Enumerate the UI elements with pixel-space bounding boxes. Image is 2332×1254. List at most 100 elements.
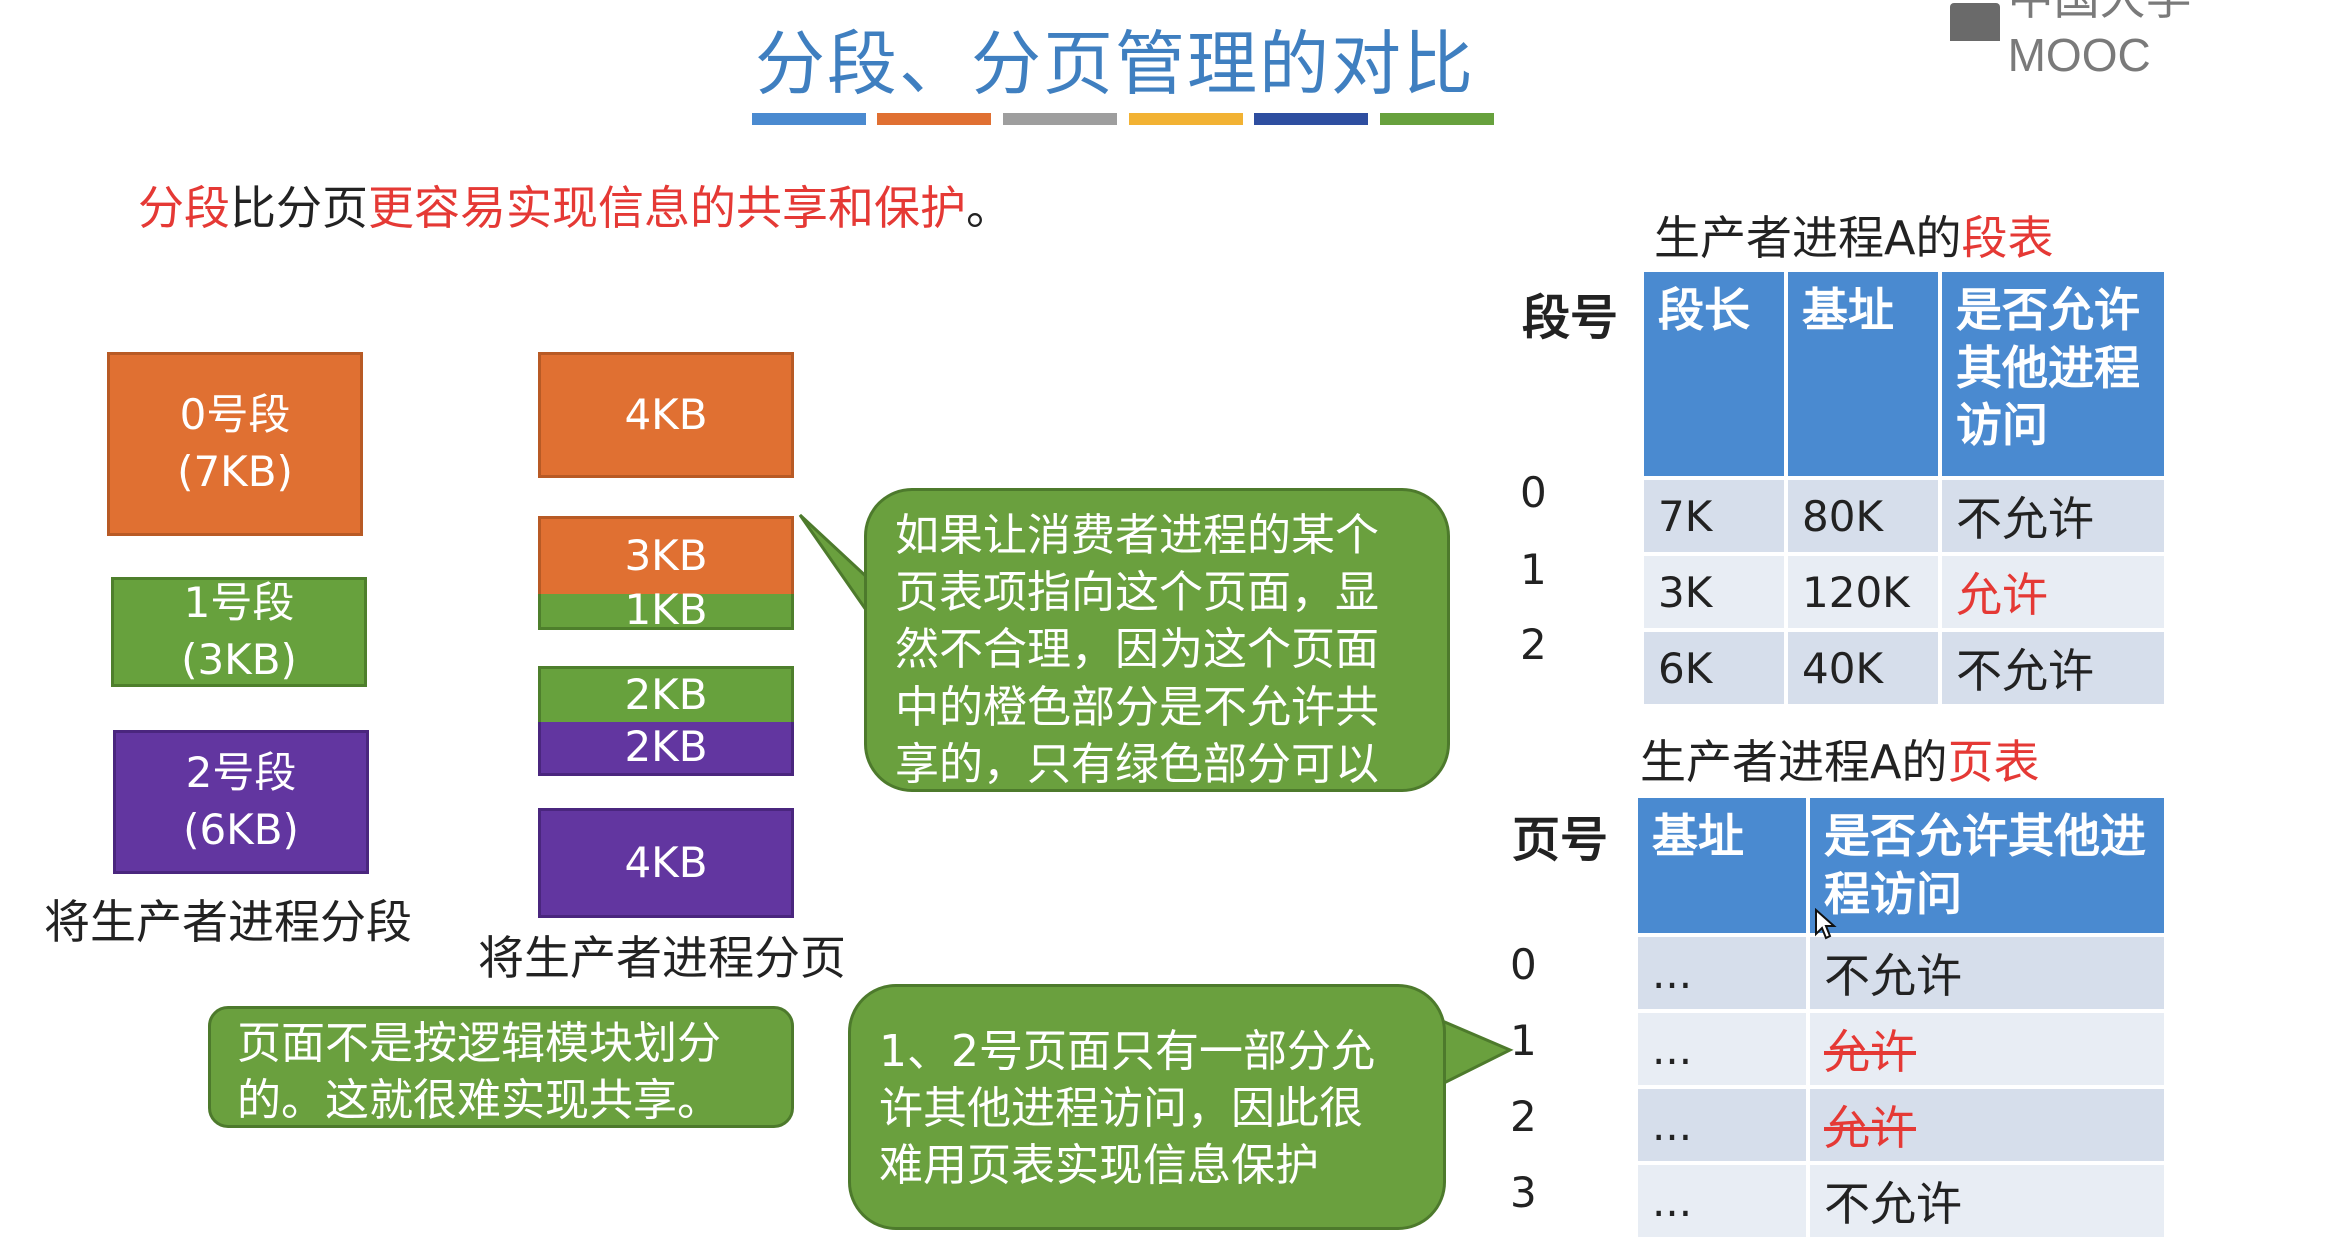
callout-line: 难用页表实现信息保护 <box>879 1140 1319 1192</box>
segment-length-cell: 3K <box>1644 556 1784 628</box>
callout-line: 许其他进程访问，因此很 <box>879 1083 1363 1135</box>
page-size: 4KB <box>624 837 708 887</box>
table-label-suffix: 段表 <box>1961 211 2054 265</box>
base-address-header: 基址 <box>1638 798 1806 933</box>
table-row: ... 允许 <box>1638 1089 2164 1161</box>
allow-access-cell: 允许 <box>1942 556 2164 628</box>
callout-protect-tail <box>1438 1017 1514 1088</box>
callout-line: 然不合理，因为这个页面 <box>895 624 1379 676</box>
segment-1-block: 1号段 (3KB) <box>111 577 367 687</box>
page-number-header: 页号 <box>1512 812 1609 868</box>
callout-consumer-process: 如果让消费者进程的某个 页表项指向这个页面，显 然不合理，因为这个页面 中的橙色… <box>864 488 1450 792</box>
base-address-cell: ... <box>1638 937 1806 1009</box>
mooc-logo[interactable]: 中国大学MOOC <box>1950 0 2332 81</box>
segment-length-cell: 7K <box>1644 480 1784 552</box>
base-address-cell: 120K <box>1788 556 1938 628</box>
color-bar-segment <box>1003 113 1117 125</box>
page-2-purple-part: 2KB <box>538 722 794 776</box>
logo-text: 中国大学MOOC <box>2007 0 2192 81</box>
base-address-cell: ... <box>1638 1013 1806 1085</box>
segment-name: 0号段 <box>179 390 291 440</box>
callout-line: 页面不是按逻辑模块划分 <box>237 1018 721 1069</box>
callout-protection: 1、2号页面只有一部分允 许其他进程访问，因此很 难用页表实现信息保护 <box>848 984 1446 1230</box>
callout-line: 享的，只有绿色部分可以 <box>895 738 1379 790</box>
color-bar-segment <box>1254 113 1368 125</box>
base-address-cell: 80K <box>1788 480 1938 552</box>
page-size: 4KB <box>624 389 708 439</box>
color-bar-segment <box>1129 113 1243 125</box>
callout-line: 1、2号页面只有一部分允 <box>879 1026 1375 1077</box>
page-size: 1KB <box>624 585 708 635</box>
base-address-cell: ... <box>1638 1089 1806 1161</box>
page-table: 基址 是否允许其他进程访问 ... 不允许 ... 允许 ... 允许 ... … <box>1634 794 2168 1241</box>
segment-2-block: 2号段 (6KB) <box>113 730 369 874</box>
page-size: 2KB <box>624 670 708 720</box>
allow-access-cell: 不允许 <box>1942 480 2164 552</box>
intro-part: 。 <box>966 181 1012 235</box>
segment-0-block: 0号段 (7KB) <box>107 352 363 536</box>
page-caption: 将生产者进程分页 <box>478 931 846 985</box>
segment-size: (3KB) <box>181 635 297 684</box>
callout-line: 的。这就很难实现共享。 <box>237 1075 721 1127</box>
intro-part: 比分页 <box>230 181 368 235</box>
callout-line: 页表项指向这个页面，显 <box>895 567 1379 619</box>
table-label-prefix: 生产者进程A的 <box>1654 211 1962 265</box>
page-size: 2KB <box>624 722 708 772</box>
color-bar-segment <box>1380 113 1494 125</box>
intro-part: 分段 <box>138 181 230 235</box>
page-size: 3KB <box>624 531 708 581</box>
table-row: ... 不允许 <box>1638 937 2164 1009</box>
table-row: 6K 40K 不允许 <box>1644 632 2164 704</box>
segment-row-number: 2 <box>1520 620 1547 669</box>
table-row: ... 允许 <box>1638 1013 2164 1085</box>
allow-access-header: 是否允许其他进程访问 <box>1810 798 2164 933</box>
segment-size: (7KB) <box>177 447 293 496</box>
segment-size: (6KB) <box>183 805 299 854</box>
segment-table: 段长 基址 是否允许其他进程访问 7K 80K 不允许 3K 120K 允许 6… <box>1640 268 2168 708</box>
segment-caption: 将生产者进程分段 <box>44 895 412 949</box>
allow-access-cell: 不允许 <box>1942 632 2164 704</box>
allow-access-cell: 不允许 <box>1810 937 2164 1009</box>
intro-sentence: 分段比分页更容易实现信息的共享和保护。 <box>138 172 1012 238</box>
table-header-row: 基址 是否允许其他进程访问 <box>1638 798 2164 933</box>
base-address-header: 基址 <box>1788 272 1938 476</box>
page-row-number: 1 <box>1510 1016 1537 1065</box>
page-2-green-part: 2KB <box>538 666 794 722</box>
base-address-cell: ... <box>1638 1165 1806 1237</box>
segment-length-cell: 6K <box>1644 632 1784 704</box>
page-row-number: 3 <box>1510 1168 1537 1217</box>
segment-number-header: 段号 <box>1522 290 1619 346</box>
callout-line: 中的橙色部分是不允许共 <box>895 681 1379 733</box>
segment-length-header: 段长 <box>1644 272 1784 476</box>
page-title: 分段、分页管理的对比 <box>755 23 1475 105</box>
allow-access-cell: 允许 <box>1810 1013 2164 1085</box>
segment-table-label: 生产者进程A的段表 <box>1654 202 2053 268</box>
segment-row-number: 0 <box>1520 468 1547 517</box>
table-row: 3K 120K 允许 <box>1644 556 2164 628</box>
page-3-block: 4KB <box>538 808 794 918</box>
segment-name: 1号段 <box>183 578 295 628</box>
table-header-row: 段长 基址 是否允许其他进程访问 <box>1644 272 2164 476</box>
page-table-label: 生产者进程A的页表 <box>1640 726 2039 792</box>
mouse-cursor-icon <box>1815 908 1837 940</box>
callout-logic-modules: 页面不是按逻辑模块划分 的。这就很难实现共享。 <box>208 1006 794 1128</box>
table-row: ... 不允许 <box>1638 1165 2164 1237</box>
table-label-prefix: 生产者进程A的 <box>1640 735 1948 789</box>
callout-line: 如果让消费者进程的某个 <box>895 510 1379 561</box>
intro-part: 更容易实现信息的共享和保护 <box>368 181 966 235</box>
table-row: 7K 80K 不允许 <box>1644 480 2164 552</box>
mooc-logo-icon <box>1950 3 2000 41</box>
page-row-number: 0 <box>1510 940 1537 989</box>
allow-access-cell: 允许 <box>1810 1089 2164 1161</box>
color-bar-segment <box>752 113 866 125</box>
page-0-block: 4KB <box>538 352 794 478</box>
segment-row-number: 1 <box>1520 545 1547 594</box>
color-bar-segment <box>877 113 991 125</box>
page-row-number: 2 <box>1510 1092 1537 1141</box>
base-address-cell: 40K <box>1788 632 1938 704</box>
allow-access-cell: 不允许 <box>1810 1165 2164 1237</box>
segment-name: 2号段 <box>185 748 297 798</box>
table-label-suffix: 页表 <box>1947 735 2040 789</box>
allow-access-header: 是否允许其他进程访问 <box>1942 272 2164 476</box>
page-1-green-part: 1KB <box>538 585 794 634</box>
